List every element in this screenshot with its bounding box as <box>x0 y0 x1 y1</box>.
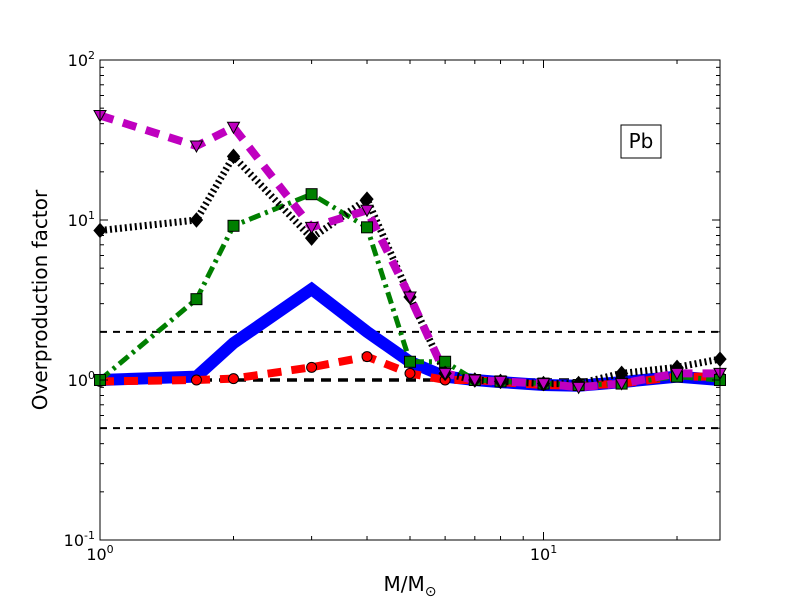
data-point <box>404 355 416 368</box>
data-point <box>189 212 204 228</box>
data-point <box>360 204 374 218</box>
data-point <box>226 148 241 165</box>
series-line <box>100 111 720 392</box>
data-point <box>493 375 508 389</box>
x-axis-label: M/M⊙ <box>384 572 437 600</box>
data-point <box>403 291 417 305</box>
x-tick-label: 100 <box>86 543 113 564</box>
data-point <box>190 374 202 386</box>
data-point <box>670 367 684 381</box>
y-tick-label: 100 <box>68 369 95 390</box>
annotation-label: Pb <box>629 129 654 153</box>
y-tick-label: 10-1 <box>64 529 95 550</box>
y-axis-label: Overproduction factor <box>28 189 52 410</box>
data-point <box>571 381 586 395</box>
data-point <box>189 140 204 154</box>
data-point <box>304 230 319 246</box>
data-point <box>190 293 203 306</box>
x-tick-label: 101 <box>530 543 557 564</box>
x-axis-label-subscript: ⊙ <box>425 584 437 600</box>
y-tick-label: 102 <box>68 49 95 70</box>
data-point <box>614 378 629 391</box>
data-point <box>228 373 240 385</box>
data-point <box>304 221 319 235</box>
data-point <box>361 351 373 363</box>
annotation-box: Pb <box>620 124 662 159</box>
series-line <box>100 352 720 390</box>
y-tick-label: 101 <box>68 209 95 230</box>
data-point <box>536 378 551 391</box>
data-point <box>306 361 318 373</box>
series-layer <box>100 111 720 392</box>
marker-layer <box>93 109 727 395</box>
data-point <box>467 374 482 388</box>
data-point <box>305 188 318 201</box>
data-point <box>227 219 240 232</box>
data-point <box>404 367 416 379</box>
data-point <box>226 121 241 135</box>
data-point <box>438 367 452 381</box>
data-point <box>361 221 374 234</box>
